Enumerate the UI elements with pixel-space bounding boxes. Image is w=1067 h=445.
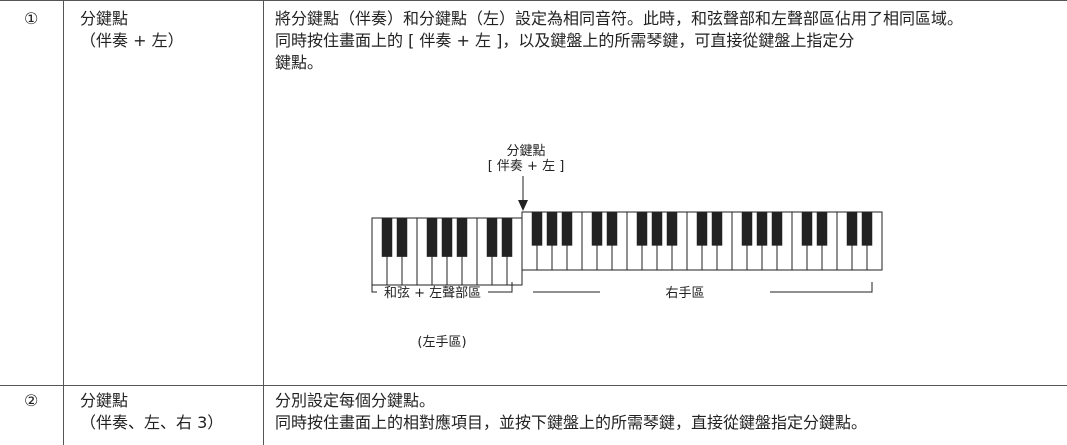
- split-label: [ 伴奏 + 左 ]: [488, 159, 565, 174]
- black-key: [801, 212, 813, 246]
- black-key: [651, 212, 663, 246]
- description-line: 將分鍵點（伴奏）和分鍵點（左）設定為相同音符。此時，和弦聲部和左聲部區佔用了相同…: [275, 9, 964, 28]
- arrow-head: [518, 200, 528, 211]
- row-number: ②: [24, 391, 39, 410]
- bracket: [371, 282, 513, 293]
- column-divider: [263, 0, 264, 445]
- row-description: 分別設定每個分鍵點。 同時按住畫面上的相對應項目，並按下鍵盤上的所需琴鍵，直接從…: [275, 390, 1060, 434]
- black-key: [561, 212, 573, 246]
- row-divider: [0, 385, 1067, 386]
- column-divider: [63, 0, 64, 445]
- black-key: [486, 218, 498, 257]
- black-key: [711, 212, 723, 246]
- description-line: 同時按住畫面上的相對應項目，並按下鍵盤上的所需琴鍵，直接從鍵盤指定分鍵點。: [275, 413, 868, 432]
- black-key: [441, 218, 453, 257]
- black-key: [381, 218, 393, 257]
- black-key: [666, 212, 678, 246]
- black-key: [756, 212, 768, 246]
- bracket: [533, 282, 873, 293]
- black-key: [846, 212, 858, 246]
- black-key: [636, 212, 648, 246]
- row-description: 將分鍵點（伴奏）和分鍵點（左）設定為相同音符。此時，和弦聲部和左聲部區佔用了相同…: [275, 8, 1060, 74]
- black-key: [606, 212, 618, 246]
- black-key: [771, 212, 783, 246]
- zone-label: 右手區: [665, 286, 704, 301]
- name-line: 分鍵點: [80, 391, 129, 410]
- black-key: [396, 218, 408, 257]
- row-name: 分鍵點 （伴奏 + 左）: [80, 8, 184, 52]
- black-key: [741, 212, 753, 246]
- description-line: 同時按住畫面上的 [ 伴奏 + 左 ]，以及鍵盤上的所需琴鍵，可直接從鍵盤上指定…: [275, 31, 855, 72]
- black-key: [591, 212, 603, 246]
- keys: [371, 211, 883, 286]
- black-key: [816, 212, 828, 246]
- black-key: [501, 218, 513, 257]
- black-key: [456, 218, 468, 257]
- row-number: ①: [24, 9, 39, 28]
- zone-label: 和弦 + 左聲部區: [384, 285, 481, 301]
- zone-note: (左手區): [417, 335, 466, 350]
- black-key: [531, 212, 543, 246]
- keyboard-diagram: 分鍵點 [ 伴奏 + 左 ] 和弦 + 左聲部區 右手區 (左手區): [371, 143, 883, 350]
- black-key: [696, 212, 708, 246]
- black-key: [861, 212, 873, 246]
- split-label: 分鍵點: [506, 143, 545, 159]
- name-line: 分鍵點: [80, 9, 129, 28]
- name-line: （伴奏、左、右 3）: [80, 413, 224, 432]
- black-key: [546, 212, 558, 246]
- row-name: 分鍵點 （伴奏、左、右 3）: [80, 390, 223, 434]
- black-key: [426, 218, 438, 257]
- name-line: （伴奏 + 左）: [80, 31, 184, 50]
- table-border: [0, 0, 1067, 1]
- description-line: 分別設定每個分鍵點。: [275, 391, 436, 410]
